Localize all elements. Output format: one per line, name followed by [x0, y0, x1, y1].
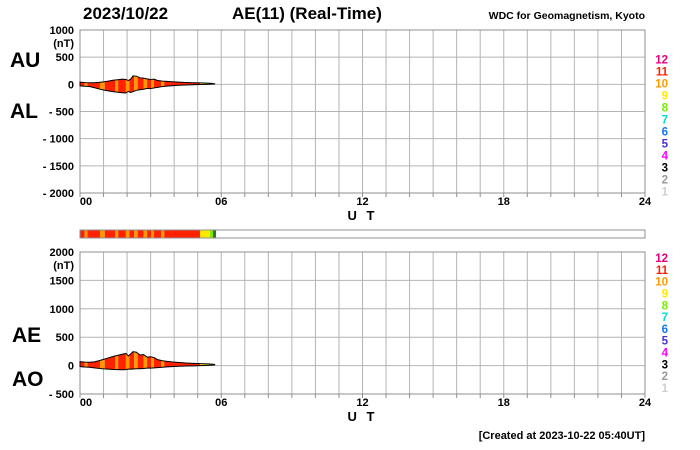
svg-text:00: 00 — [80, 397, 92, 409]
svg-text:6: 6 — [662, 127, 668, 139]
svg-text:9: 9 — [662, 288, 668, 300]
svg-text:0: 0 — [68, 361, 74, 373]
plot-title: AE(11) (Real-Time) — [232, 4, 382, 23]
band-outline-ae-ao — [79, 351, 216, 371]
svg-text:7: 7 — [662, 312, 668, 324]
svg-text:- 1000: - 1000 — [43, 134, 74, 146]
svg-text:- 1500: - 1500 — [43, 161, 74, 173]
svg-text:4: 4 — [662, 348, 669, 360]
svg-text:11: 11 — [656, 67, 669, 79]
svg-text:1: 1 — [662, 187, 669, 199]
svg-text:2: 2 — [662, 371, 668, 383]
svg-text:5: 5 — [662, 336, 669, 348]
plot-border-au-al — [79, 29, 646, 194]
svg-text:11: 11 — [656, 265, 669, 277]
label-ae: AE — [12, 324, 42, 347]
svg-text:18: 18 — [498, 196, 510, 208]
svg-text:1000: 1000 — [50, 25, 74, 37]
svg-text:2: 2 — [662, 175, 668, 187]
x-axis-labels-au-al: 00 06 12 18 24 — [80, 196, 652, 208]
svg-text:- 500: - 500 — [49, 389, 74, 401]
svg-text:5: 5 — [662, 139, 669, 151]
svg-text:8: 8 — [662, 300, 669, 312]
label-au: AU — [10, 49, 41, 72]
svg-text:500: 500 — [56, 52, 74, 64]
created-at-label: [Created at 2023-10-22 05:40UT] — [478, 430, 645, 442]
svg-text:6: 6 — [662, 324, 668, 336]
band-ae-ao — [80, 351, 215, 370]
y-axis-labels-au-al: 1000 500 0 - 500 - 1000 - 1500 - 2000 (nT) — [43, 25, 75, 200]
y-axis-unit-ae-ao: (nT) — [53, 260, 74, 272]
svg-text:12: 12 — [655, 55, 668, 67]
x-axis-title-au-al: U T — [348, 208, 378, 223]
x-axis-title-ae-ao: U T — [348, 409, 378, 424]
label-al: AL — [10, 100, 38, 123]
svg-text:1: 1 — [662, 383, 669, 395]
svg-text:06: 06 — [215, 196, 227, 208]
svg-text:4: 4 — [662, 151, 669, 163]
svg-text:3: 3 — [662, 163, 668, 175]
x-axis-labels-ae-ao: 00 06 12 18 24 — [80, 397, 652, 409]
grid-ae-ao — [79, 252, 646, 398]
svg-text:8: 8 — [662, 103, 669, 115]
svg-text:- 500: - 500 — [49, 107, 74, 119]
grid-au-al — [79, 30, 646, 197]
band-outline-au-al — [79, 75, 216, 94]
svg-text:7: 7 — [662, 115, 668, 127]
svg-text:24: 24 — [639, 397, 652, 409]
svg-text:12: 12 — [356, 397, 368, 409]
svg-text:2000: 2000 — [50, 247, 74, 259]
svg-text:0: 0 — [68, 79, 74, 91]
svg-text:9: 9 — [662, 91, 668, 103]
y-axis-labels-ae-ao: 2000 1500 1000 500 0 - 500 (nT) — [49, 247, 74, 401]
svg-text:1000: 1000 — [50, 304, 74, 316]
plot-date: 2023/10/22 — [83, 4, 169, 23]
svg-text:18: 18 — [498, 397, 510, 409]
svg-text:10: 10 — [655, 79, 668, 91]
svg-text:10: 10 — [655, 277, 668, 289]
svg-text:06: 06 — [215, 397, 227, 409]
svg-text:500: 500 — [56, 332, 74, 344]
svg-text:24: 24 — [639, 196, 652, 208]
svg-text:1500: 1500 — [50, 275, 74, 287]
plot-border-ae-ao — [79, 251, 646, 395]
y-axis-unit-au-al: (nT) — [53, 38, 74, 50]
data-availability-bar — [79, 229, 646, 239]
svg-text:12: 12 — [655, 253, 668, 265]
label-ao: AO — [12, 368, 44, 391]
org-label: WDC for Geomagnetism, Kyoto — [488, 10, 645, 22]
svg-text:00: 00 — [80, 196, 92, 208]
svg-text:3: 3 — [662, 359, 668, 371]
svg-text:- 2000: - 2000 — [43, 188, 74, 200]
svg-text:12: 12 — [356, 196, 368, 208]
